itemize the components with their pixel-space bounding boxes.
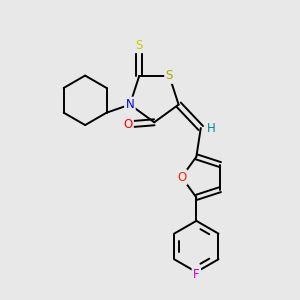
Text: O: O <box>177 171 186 184</box>
Text: F: F <box>193 268 200 281</box>
Text: N: N <box>125 98 134 111</box>
Text: O: O <box>123 118 132 131</box>
Text: S: S <box>166 70 173 83</box>
Text: S: S <box>136 39 143 52</box>
Text: H: H <box>207 122 216 134</box>
